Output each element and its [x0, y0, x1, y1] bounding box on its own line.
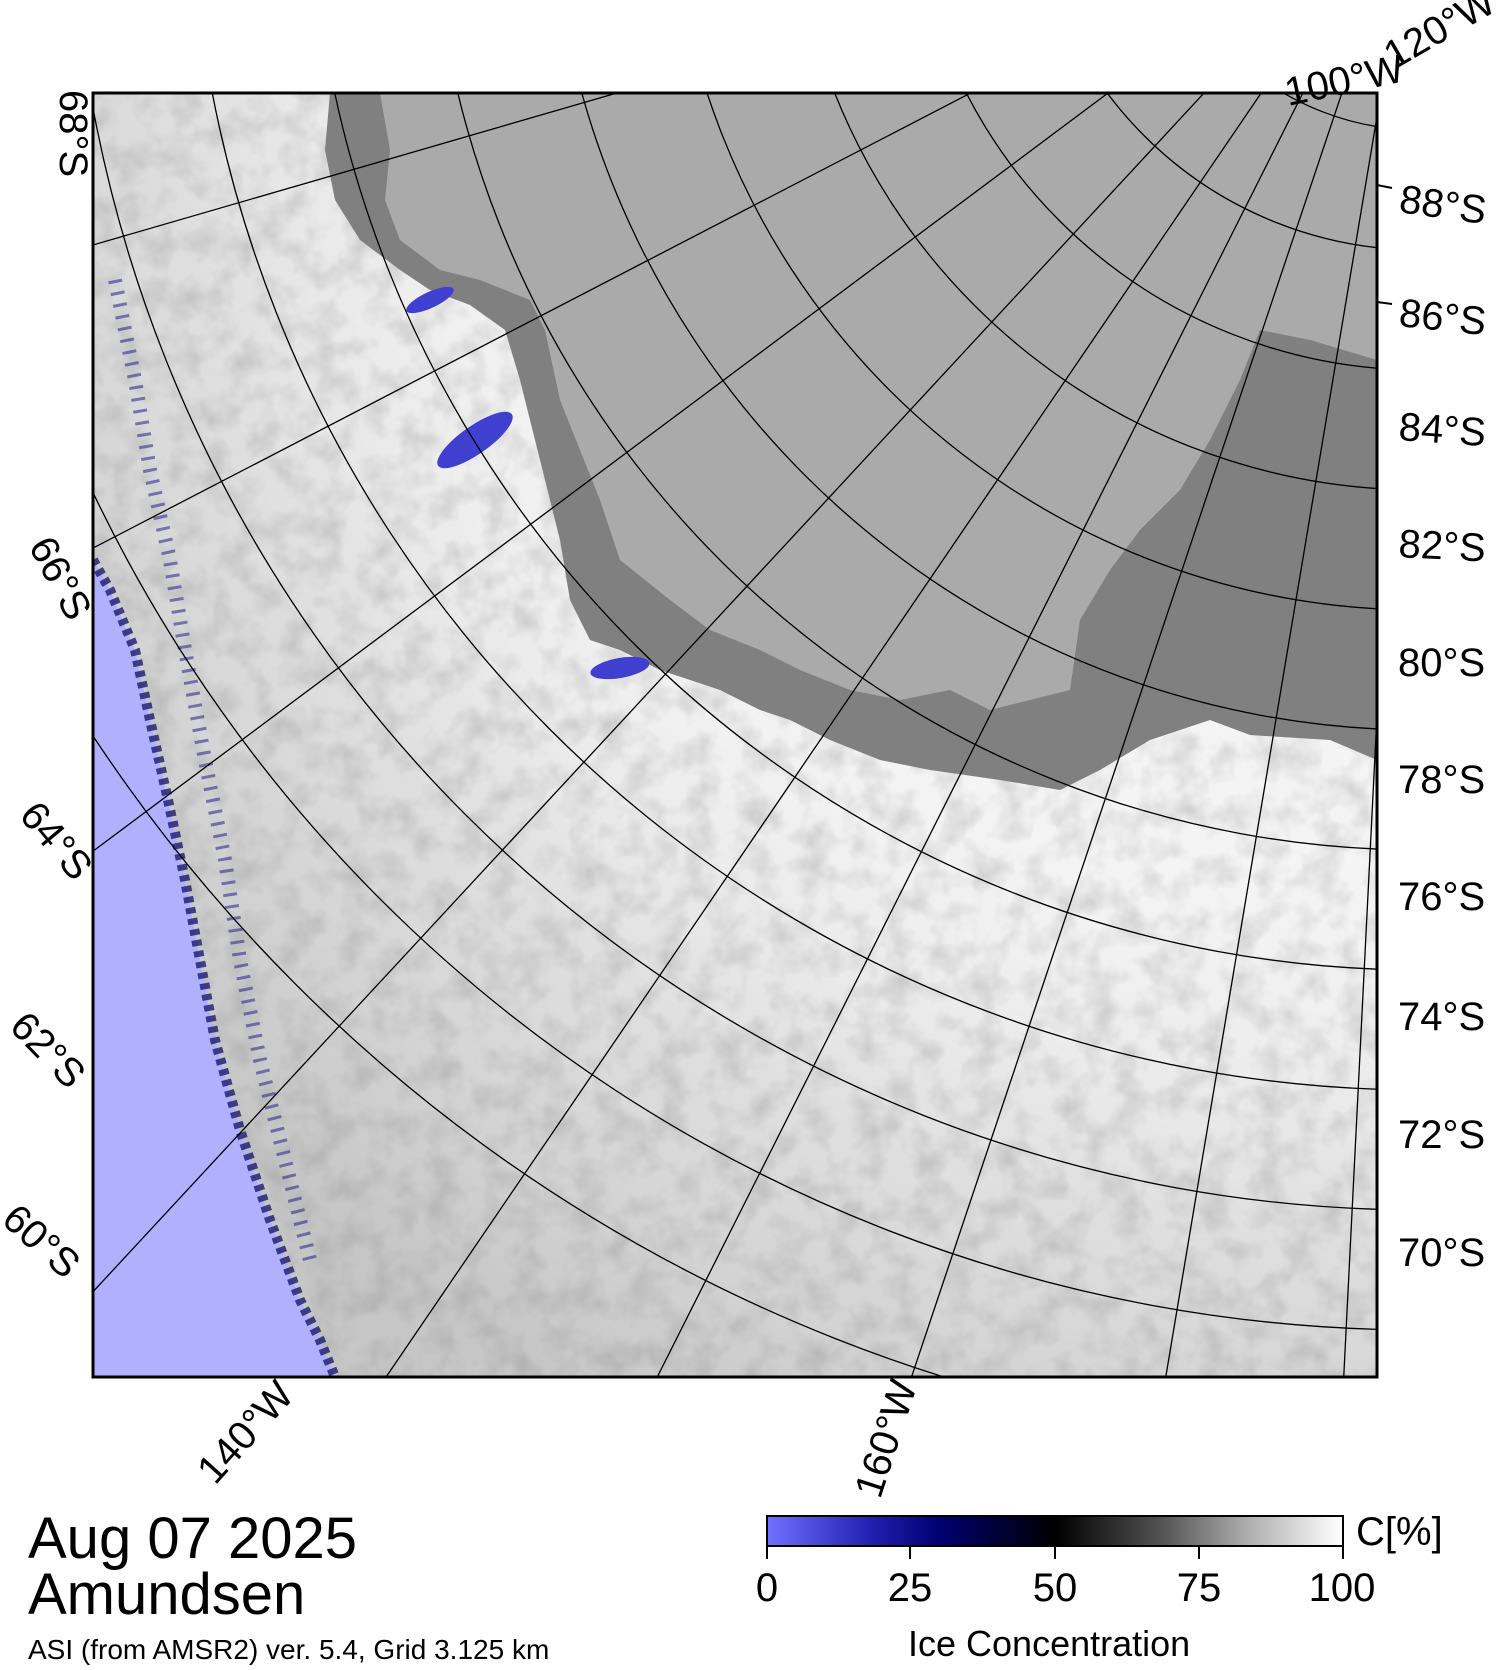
colorbar-tick	[1342, 1547, 1344, 1559]
date-label: Aug 07 2025	[28, 1506, 357, 1571]
sea-ice-map: 88°S 86°S 84°S 82°S 80°S 78°S 76°S 74°S …	[0, 0, 1499, 1503]
colorbar-tick-label: 0	[755, 1566, 779, 1610]
lon-label-140w: 140°W	[189, 1373, 302, 1492]
colorbar-tick-label: 50	[1032, 1566, 1078, 1610]
open-water	[93, 560, 335, 1377]
lon-label-120w: 120°W	[1377, 0, 1499, 78]
colorbar-tick-label: 100	[1308, 1566, 1376, 1610]
colorbar-tick-label: 75	[1176, 1566, 1222, 1610]
lat-labels-right: 88°S 86°S 84°S 82°S 80°S 78°S 76°S 74°S …	[1376, 177, 1489, 1275]
colorbar-unit: C[%]	[1356, 1510, 1443, 1554]
polynya	[437, 411, 513, 469]
lat-labels-left: 68°S 66°S 64°S 62°S 60°S	[0, 90, 101, 1287]
lat-label-76: 76°S	[1398, 875, 1485, 919]
map-frame	[91, 91, 1379, 1379]
colorbar-tick	[909, 1547, 911, 1559]
lat-label-72: 72°S	[1398, 1113, 1485, 1157]
product-credit: ASI (from AMSR2) ver. 5.4, Grid 3.125 km	[28, 1634, 550, 1665]
lat-label-68: 68°S	[51, 90, 95, 177]
lat-label-66: 66°S	[20, 530, 100, 628]
continent	[380, 93, 1377, 710]
lat-label-86: 86°S	[1397, 291, 1488, 344]
lat-label-70: 70°S	[1398, 1231, 1485, 1275]
lat-label-88: 88°S	[1397, 177, 1489, 233]
colorbar-title: Ice Concentration	[908, 1623, 1191, 1664]
lat-label-74: 74°S	[1398, 995, 1485, 1039]
region-label: Amundsen	[28, 1562, 306, 1627]
ice-edge	[93, 557, 340, 1377]
colorbar-tick	[766, 1547, 768, 1559]
colorbar-tick	[1198, 1547, 1200, 1559]
polynya	[590, 656, 650, 680]
lat-label-62: 62°S	[2, 1004, 94, 1097]
lat-label-84: 84°S	[1397, 405, 1487, 455]
polynya	[406, 286, 454, 314]
map-panel: 88°S 86°S 84°S 82°S 80°S 78°S 76°S 74°S …	[0, 0, 1499, 1503]
lat-label-64: 64°S	[11, 794, 101, 889]
colorbar-tick	[1054, 1547, 1056, 1559]
lon-label-160w: 160°W	[847, 1374, 926, 1500]
lat-label-78: 78°S	[1398, 758, 1485, 802]
lat-label-60: 60°S	[0, 1196, 88, 1287]
graticule	[93, 93, 1377, 1377]
colorbar-tick-label: 25	[887, 1566, 933, 1610]
lat-label-82: 82°S	[1398, 522, 1487, 571]
colorbar	[766, 1515, 1344, 1547]
lat-label-80: 80°S	[1398, 641, 1485, 685]
